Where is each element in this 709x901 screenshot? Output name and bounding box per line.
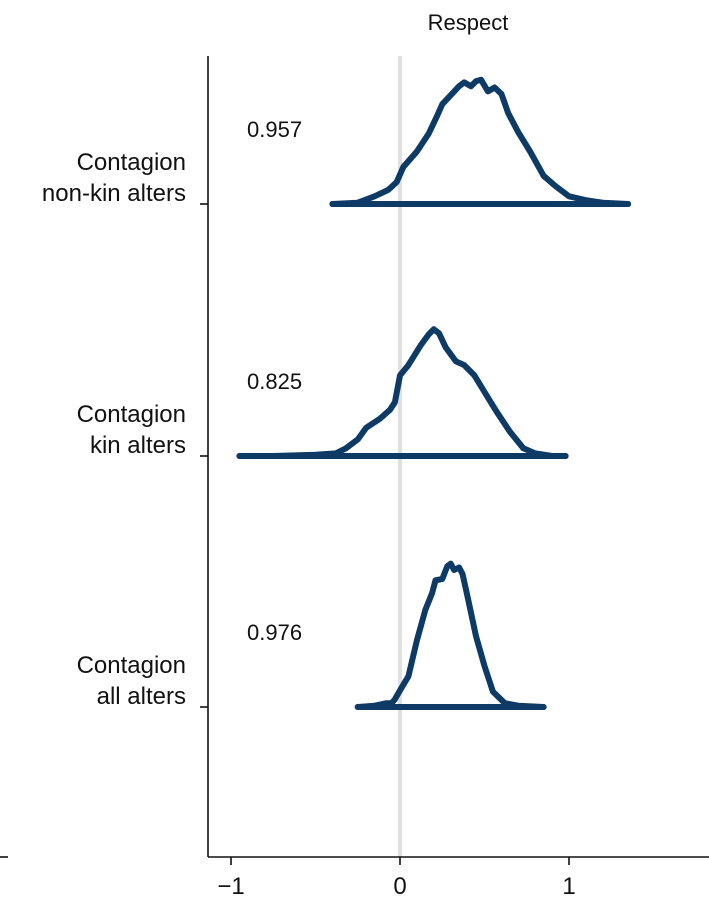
value-labels: 0.957 0.825 0.976 xyxy=(247,117,302,645)
category-labels: Contagion non-kin alters Contagion kin alte… xyxy=(42,149,186,710)
y-ticks xyxy=(200,203,208,708)
chart-title: Respect xyxy=(428,10,509,35)
x-tick-label-1: −1 xyxy=(217,873,244,900)
x-ticks: −1 0 1 xyxy=(217,857,576,900)
density-curve-3 xyxy=(354,560,547,710)
category-label-3-line-2: all alters xyxy=(97,683,186,710)
value-label-2: 0.825 xyxy=(247,369,302,394)
x-tick-label-3: 1 xyxy=(562,873,575,900)
value-label-1: 0.957 xyxy=(247,117,302,142)
density-curves xyxy=(236,76,632,710)
value-label-3: 0.976 xyxy=(247,620,302,645)
density-curve-2 xyxy=(236,326,569,459)
x-tick-label-2: 0 xyxy=(393,873,406,900)
category-label-1-line-2: non-kin alters xyxy=(42,180,186,207)
category-label-2-line-1: Contagion xyxy=(77,401,186,428)
category-label-2-line-2: kin alters xyxy=(90,432,186,459)
category-label-3-line-1: Contagion xyxy=(77,652,186,679)
density-curve-1 xyxy=(329,76,632,207)
category-label-1-line-1: Contagion xyxy=(77,149,186,176)
